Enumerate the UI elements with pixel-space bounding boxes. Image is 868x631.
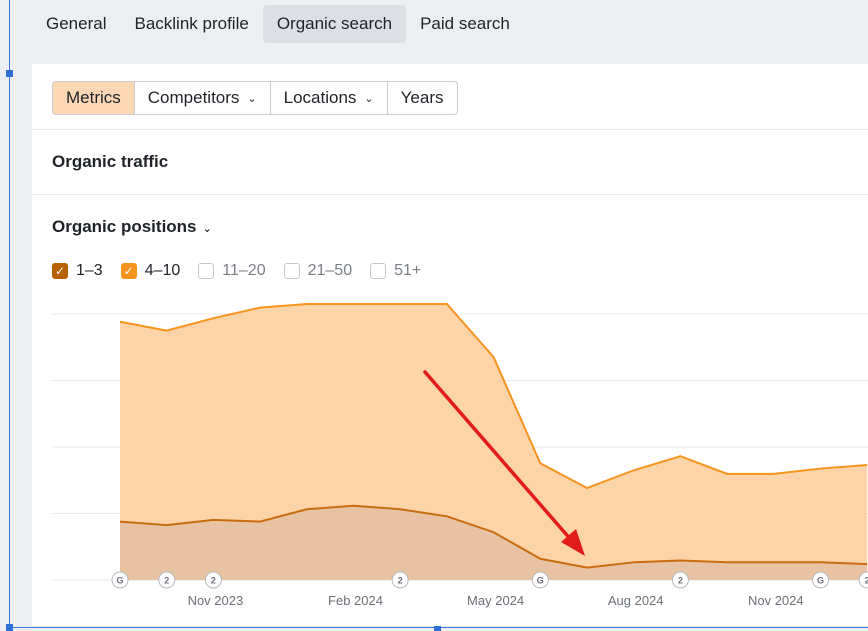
checkbox-checked-icon[interactable]: ✓ (121, 263, 137, 279)
event-marker: 2 (205, 572, 221, 588)
legend-item-11-20[interactable]: 11–20 (198, 262, 265, 280)
checkbox-unchecked-icon[interactable] (284, 263, 300, 279)
legend-label: 4–10 (145, 262, 181, 280)
event-marker-label: 2 (398, 576, 403, 586)
resize-handle-left[interactable] (6, 70, 13, 77)
tab-paid-search[interactable]: Paid search (406, 5, 524, 43)
organic-positions-title: Organic positions (52, 217, 197, 236)
legend-item-21-50[interactable]: 21–50 (284, 262, 353, 280)
tab-organic-search[interactable]: Organic search (263, 5, 406, 43)
checkbox-unchecked-icon[interactable] (198, 263, 214, 279)
event-marker: G (112, 572, 128, 588)
chart-x-axis: Nov 2023 Feb 2024 May 2024 Aug 2024 Nov 2024 (188, 593, 804, 608)
report-card: Metrics Competitors ⌄ Locations ⌄ Years … (32, 64, 868, 626)
x-tick-label: Nov 2023 (188, 593, 244, 608)
event-marker-label: G (817, 576, 824, 586)
chevron-down-icon: ⌄ (364, 83, 373, 115)
metrics-filter-button[interactable]: Metrics (53, 82, 135, 114)
event-marker: G (813, 572, 829, 588)
event-marker: 2 (672, 572, 688, 588)
chevron-down-icon: ⌄ (247, 83, 256, 115)
x-tick-label: May 2024 (467, 593, 524, 608)
organic-positions-dropdown[interactable]: Organic positions ⌄ (52, 217, 212, 237)
event-marker-label: G (537, 576, 544, 586)
chevron-down-icon: ⌄ (203, 223, 212, 235)
locations-label: Locations (284, 82, 357, 114)
event-marker-label: 2 (164, 576, 169, 586)
event-marker-label: 2 (211, 576, 216, 586)
event-marker: G (532, 572, 548, 588)
report-tabs: General Backlink profile Organic search … (32, 0, 524, 44)
competitors-label: Competitors (148, 82, 240, 114)
years-label: Years (401, 82, 444, 114)
legend-label: 1–3 (76, 262, 103, 280)
legend-label: 21–50 (308, 262, 353, 280)
filter-bar: Metrics Competitors ⌄ Locations ⌄ Years (52, 81, 458, 115)
chart-areas (120, 304, 867, 580)
event-marker: 2 (392, 572, 408, 588)
selection-border-left (9, 0, 10, 628)
legend-item-1-3[interactable]: ✓ 1–3 (52, 262, 103, 280)
legend-item-51-plus[interactable]: 51+ (370, 262, 421, 280)
organic-traffic-title: Organic traffic (52, 152, 168, 172)
x-tick-label: Aug 2024 (608, 593, 664, 608)
positions-legend: ✓ 1–3 ✓ 4–10 11–20 21–50 51+ (52, 262, 421, 280)
divider (32, 194, 868, 195)
locations-dropdown[interactable]: Locations ⌄ (271, 82, 388, 114)
legend-item-4-10[interactable]: ✓ 4–10 (121, 262, 181, 280)
years-filter-button[interactable]: Years (388, 82, 457, 114)
legend-label: 11–20 (222, 262, 265, 280)
tab-general[interactable]: General (32, 5, 120, 43)
metrics-filter-label: Metrics (66, 82, 121, 114)
x-tick-label: Feb 2024 (328, 593, 383, 608)
event-marker: 2 (159, 572, 175, 588)
tab-backlink-profile[interactable]: Backlink profile (120, 5, 262, 43)
competitors-dropdown[interactable]: Competitors ⌄ (135, 82, 271, 114)
divider (32, 129, 868, 130)
checkbox-unchecked-icon[interactable] (370, 263, 386, 279)
legend-label: 51+ (394, 262, 421, 280)
checkbox-checked-icon[interactable]: ✓ (52, 263, 68, 279)
event-marker-label: 2 (678, 576, 683, 586)
event-marker-label: G (116, 576, 123, 586)
x-tick-label: Nov 2024 (748, 593, 804, 608)
